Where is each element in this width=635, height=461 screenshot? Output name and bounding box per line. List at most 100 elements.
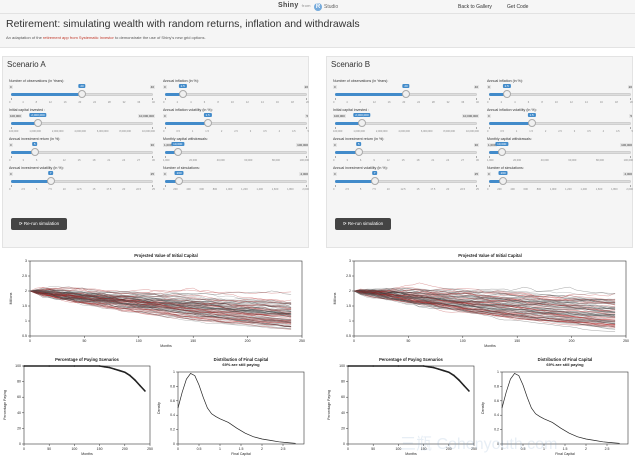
source-link[interactable]: retirement app from Systematic Investor [42,35,114,40]
slider-max: 30 [473,143,479,147]
tick-label: 4 [22,101,24,104]
slider-tick-labels: 0 2.5 5 7.5 10 12.5 15 17.5 20 22.5 25 [9,188,155,191]
slider-6[interactable]: Annual investment volatility (in %): 0 25 7… [333,166,479,194]
tick-label: 200 [173,188,178,191]
slider-6[interactable]: Annual investment volatility (in %): 0 25 7… [9,166,155,194]
slider-label: Annual inflation volatility (in %): [163,108,213,112]
slider-5[interactable]: Monthly capital withdrawals: 1,000 100,000… [163,137,309,165]
tick-label: 6 [35,159,38,162]
slider-3[interactable]: Annual inflation volatility (in %): 0 5 1.5… [487,108,633,136]
simulation-path [29,290,292,317]
paying-point [108,366,111,369]
y-tick-label: 100 [15,364,21,368]
slider-track[interactable] [489,151,631,154]
tick-label: 1,200 [565,188,572,191]
tick-label: 16 [63,101,67,104]
simulation-path [353,290,616,305]
slider-handle[interactable] [30,148,39,156]
y-axis-label: Density [157,402,161,414]
y-tick-label: 20 [17,426,21,430]
tick-label: 21 [107,159,111,162]
slider-4[interactable]: Annual investment return (in %): 0 30 5 0 3 6 9… [9,137,155,165]
slider-5[interactable]: Monthly capital withdrawals: 1,000 100,000… [487,137,633,165]
slider-7[interactable]: Number of simulations: 0 2,000 200 0 200 400 60… [163,166,309,194]
tick-label: 36 [461,101,465,104]
slider-value: 20 [402,84,410,88]
slider-2[interactable]: Initial capital invested : 100,000 10,000,… [9,108,155,136]
slider-handle[interactable] [402,90,410,98]
get-code-link[interactable]: Get Code [507,4,529,10]
watermark: 三瓶 Cohenyouth.com [400,436,558,453]
rerun-simulation-button[interactable]: ⟳ Re-run simulation [11,218,67,230]
slider-1[interactable]: Annual inflation (in %): 0 20 2.5 0 2 4 6 8 10 12 1… [163,79,309,107]
tick-label: 0 [487,101,489,104]
slider-handle[interactable] [78,90,86,98]
x-tick-label: 200 [446,447,452,451]
slider-handle[interactable] [357,119,366,127]
rerun-simulation-button[interactable]: ⟳ Re-run simulation [335,218,391,230]
slider-handle[interactable] [370,177,379,185]
x-tick-label: 2 [585,447,587,451]
slider-fill [165,93,183,96]
slider-handle[interactable] [527,119,536,127]
tick-label: 3 [249,130,252,133]
simulation-path [29,290,292,310]
tick-label: 3 [22,159,24,162]
x-tick-label: 0 [353,339,355,343]
slider-handle[interactable] [46,177,55,185]
slider-1[interactable]: Annual inflation (in %): 0 20 2.5 0 2 4 6 8 10 12 1… [487,79,633,107]
y-tick-label: 0.2 [494,428,499,432]
slider-label: Annual investment volatility (in %): [9,166,64,170]
slider-handle[interactable] [33,119,42,127]
x-tick-label: 1.5 [239,447,244,451]
slider-min: 0 [333,143,337,147]
slider-3[interactable]: Annual inflation volatility (in %): 0 5 1.5… [163,108,309,136]
brand[interactable]: Shiny from [278,2,311,9]
slider-handle[interactable] [173,148,182,156]
slider-ticks [11,156,153,158]
slider-handle[interactable] [499,177,508,185]
slider-2[interactable]: Initial capital invested : 100,000 10,000,… [333,108,479,136]
slider-0[interactable]: Number of observations (in Years): 0 40 20 0… [9,79,155,107]
tick-label: 4 [602,130,605,133]
slider-handle[interactable] [502,90,511,98]
x-tick-label: 2 [261,447,263,451]
y-tick-label: 60 [17,395,21,399]
slider-handle[interactable] [354,148,363,156]
slider-ticks [165,127,307,129]
slider-track[interactable] [165,180,307,183]
tick-label: 600 [199,188,204,191]
tick-label: 100,000 [623,159,633,162]
slider-handle[interactable] [497,148,506,156]
tick-label: 4 [278,130,281,133]
slider-max: 40 [473,85,479,89]
slider-track[interactable] [489,180,631,183]
slider-label: Initial capital invested : [333,108,370,112]
y-tick-label: 2 [349,289,351,293]
tick-label: 32 [122,101,126,104]
back-to-gallery-link[interactable]: Back to Gallery [458,4,492,10]
paying-point [134,379,136,381]
page-header: Retirement: simulating wealth with rando… [0,14,635,48]
slider-7[interactable]: Number of simulations: 0 2,000 200 0 200 400 60… [487,166,633,194]
tick-label: 18 [290,101,294,104]
tick-label: 20,000 [189,159,198,162]
slider-handle[interactable] [203,119,212,127]
slider-value: 10,000 [171,142,185,146]
tick-label: 1 [515,130,518,133]
tick-label: 15 [401,159,405,162]
slider-handle[interactable] [178,90,187,98]
y-tick-label: 1.5 [346,304,351,308]
rstudio-logo-icon: R [314,3,322,11]
x-tick-label: 0 [347,447,349,451]
studio-label: Studio [324,4,339,10]
slider-track[interactable] [165,151,307,154]
y-tick-label: 0 [497,442,499,446]
slider-handle[interactable] [175,177,184,185]
slider-0[interactable]: Number of observations (in Years): 0 40 20 0… [333,79,479,107]
slider-tick-labels: 0 200 400 600 800 1,000 1,200 1,400 1,600 1,800 2,… [487,188,633,191]
slider-value: 10,000 [495,142,509,146]
slider-fill [335,122,362,125]
y-tick-label: 1 [497,370,499,374]
slider-4[interactable]: Annual investment return (in %): 0 30 5 0 3 6 9… [333,137,479,165]
